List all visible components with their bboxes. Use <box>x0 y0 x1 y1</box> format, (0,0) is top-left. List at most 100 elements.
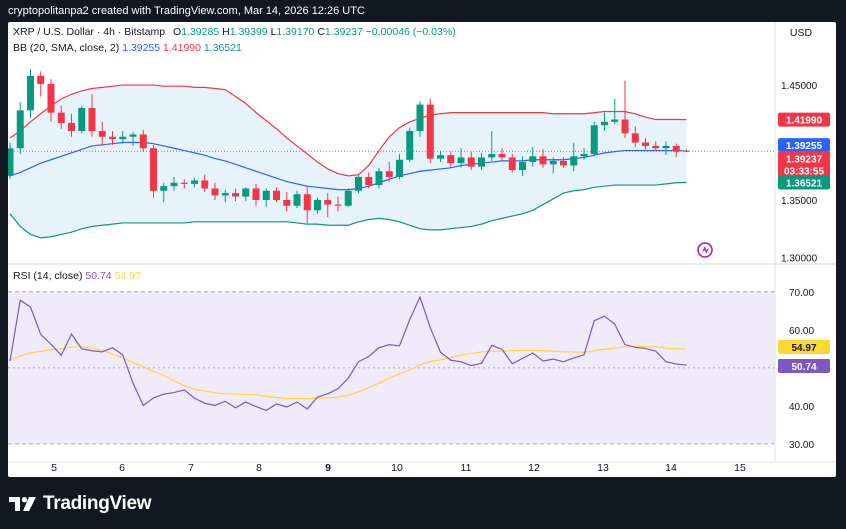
candle-body[interactable] <box>180 182 188 184</box>
candle-body[interactable] <box>662 145 670 149</box>
candle-body[interactable] <box>211 188 219 196</box>
candle-body[interactable] <box>109 136 116 140</box>
rsi-price-label-bg <box>778 359 830 374</box>
time-tick-label: 13 <box>597 462 609 474</box>
candle-body[interactable] <box>652 145 660 149</box>
last-price-label-bg <box>778 151 830 178</box>
candle-body[interactable] <box>8 148 14 176</box>
rsi-legend[interactable]: RSI (14, close) 50.74 54.97 <box>13 270 141 282</box>
candle-body[interactable] <box>191 180 198 184</box>
candle-body[interactable] <box>221 193 229 196</box>
candle-body[interactable] <box>334 204 342 206</box>
candle-body[interactable] <box>467 157 475 167</box>
price-tick-label: 1.30000 <box>781 253 818 264</box>
candle-body[interactable] <box>273 190 280 200</box>
candle-body[interactable] <box>529 156 537 163</box>
candle-body[interactable] <box>78 108 86 132</box>
candle-body[interactable] <box>242 188 250 197</box>
candle-body[interactable] <box>27 75 34 111</box>
bb-basis-price-label-bg <box>778 138 830 153</box>
candle-body[interactable] <box>447 155 455 164</box>
bb-legend[interactable]: BB (20, SMA, close, 2) 1.39255 1.41990 1… <box>13 42 242 54</box>
time-tick-label: 11 <box>461 462 472 474</box>
candle-body[interactable] <box>437 155 444 159</box>
candle-body[interactable] <box>98 131 106 137</box>
currency-button[interactable]: USD <box>789 27 813 39</box>
bb-lower-price-label[interactable]: 1.36521 <box>778 175 830 190</box>
candle-body[interactable] <box>539 156 547 165</box>
chart-panel[interactable]: 1.450001.400001.350001.3000070.0060.0050… <box>8 22 836 477</box>
candle-body[interactable] <box>150 148 157 191</box>
candle-body[interactable] <box>478 157 485 167</box>
candle-body[interactable] <box>457 157 465 164</box>
bb-basis-price-label-text: 1.39255 <box>786 141 823 152</box>
candle-body[interactable] <box>314 199 321 211</box>
candle-body[interactable] <box>283 199 291 206</box>
candle-body[interactable] <box>252 188 260 200</box>
candle-body[interactable] <box>37 75 45 84</box>
candle-body[interactable] <box>365 176 373 186</box>
candle-body[interactable] <box>570 156 578 166</box>
rsi-ma-price-label[interactable]: 54.97 <box>778 339 830 354</box>
time-tick-label: 9 <box>325 462 331 474</box>
rsi-price-label-text: 50.74 <box>791 362 816 373</box>
bb-upper-price-label[interactable]: 1.41990 <box>778 112 830 127</box>
candle-body[interactable] <box>88 108 96 132</box>
bb-lower-line <box>9 181 687 239</box>
bb-upper-price-label-bg <box>778 112 830 127</box>
indicator-spark-icon[interactable] <box>697 242 713 258</box>
bb-basis-price-label[interactable]: 1.39255 <box>778 138 830 153</box>
candle-body[interactable] <box>303 194 311 211</box>
candle-body[interactable] <box>406 131 414 160</box>
candle-body[interactable] <box>426 104 434 159</box>
symbol-label[interactable]: XRP / U.S. Dollar · 4h · Bitstamp <box>13 26 166 38</box>
candle-body[interactable] <box>560 160 567 166</box>
candle-body[interactable] <box>549 160 557 165</box>
candle-body[interactable] <box>170 182 178 187</box>
change-value: −0.00046 (−0.03%) <box>365 26 456 38</box>
candle-body[interactable] <box>375 171 383 186</box>
candle-body[interactable] <box>139 134 147 149</box>
candle-body[interactable] <box>631 133 639 143</box>
candle-body[interactable] <box>16 110 24 149</box>
candle-body[interactable] <box>498 154 506 158</box>
chart-canvas[interactable]: 1.450001.400001.350001.3000070.0060.0050… <box>8 22 836 477</box>
brand-wordmark: TradingView <box>43 493 152 514</box>
time-tick-label: 15 <box>734 462 746 474</box>
candle-body[interactable] <box>262 190 270 200</box>
candle-body[interactable] <box>324 199 332 205</box>
candle-body[interactable] <box>119 136 127 140</box>
candle-body[interactable] <box>232 193 239 197</box>
time-tick-label: 14 <box>665 462 677 474</box>
candle-body[interactable] <box>611 119 619 122</box>
candle-body[interactable] <box>642 142 649 146</box>
candle-body[interactable] <box>293 194 301 206</box>
rsi-tick-label: 40.00 <box>789 402 814 413</box>
candle-body[interactable] <box>488 154 496 158</box>
candle-body[interactable] <box>672 145 680 152</box>
candle-body[interactable] <box>160 186 168 191</box>
candle-body[interactable] <box>519 162 526 171</box>
candle-body[interactable] <box>385 171 393 177</box>
candle-body[interactable] <box>47 83 55 113</box>
candle-body[interactable] <box>580 154 588 157</box>
candle-body[interactable] <box>57 112 65 123</box>
candle-body[interactable] <box>201 180 209 189</box>
bb-upper-value: 1.41990 <box>163 42 201 54</box>
candle-body[interactable] <box>621 119 629 134</box>
candle-body[interactable] <box>508 157 516 171</box>
candle-body[interactable] <box>683 150 690 152</box>
spark-bolt <box>702 246 709 254</box>
candle-body[interactable] <box>355 176 362 191</box>
candle-body[interactable] <box>344 190 352 206</box>
candle-body[interactable] <box>590 125 598 155</box>
candle-body[interactable] <box>68 122 75 132</box>
candle-body[interactable] <box>601 121 608 126</box>
rsi-line <box>9 295 687 412</box>
tradingview-logo[interactable]: TradingView <box>9 491 152 517</box>
rsi-price-label[interactable]: 50.74 <box>778 359 830 374</box>
candle-body[interactable] <box>416 104 424 132</box>
candle-body[interactable] <box>129 134 137 137</box>
candle-body[interactable] <box>396 159 403 177</box>
